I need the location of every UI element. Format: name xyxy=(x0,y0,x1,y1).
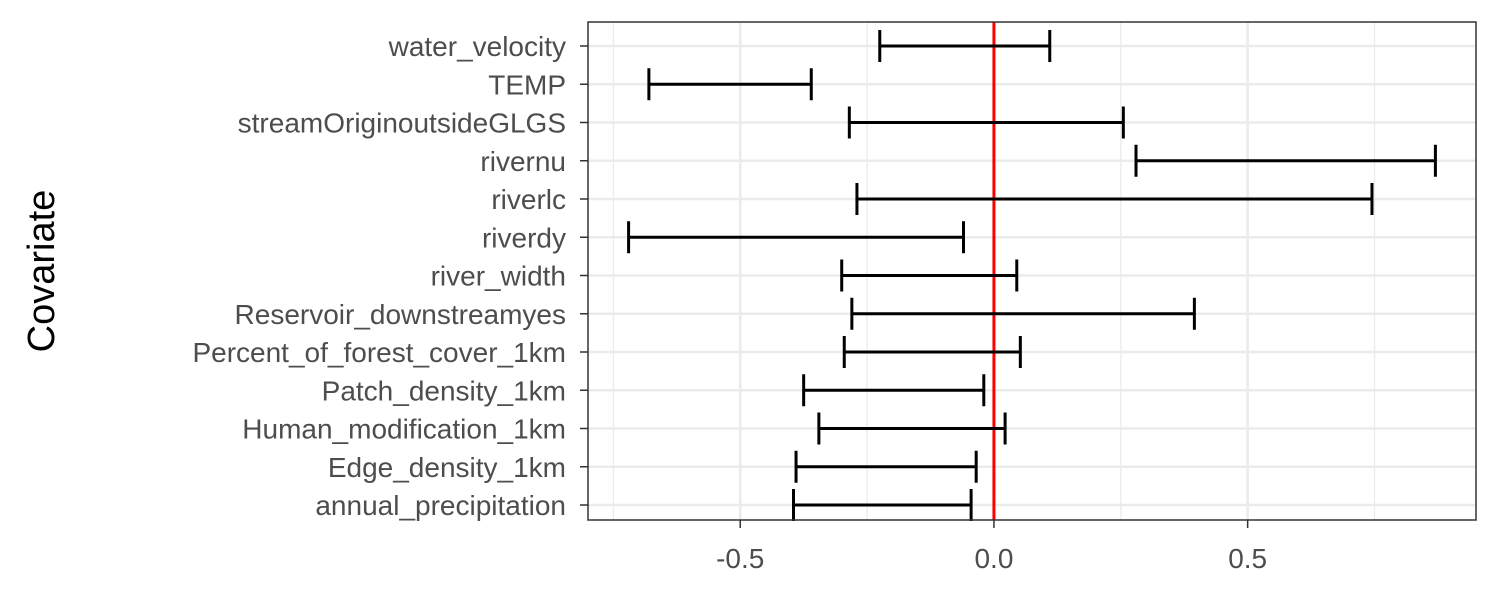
errorbar xyxy=(627,221,965,254)
y-tick-label: streamOriginoutsideGLGS xyxy=(238,108,566,139)
y-tick-label: Patch_density_1km xyxy=(322,375,566,406)
x-tick-label: -0.5 xyxy=(716,543,764,574)
errorbar xyxy=(847,106,1125,139)
panel-border xyxy=(587,21,1477,521)
y-tick-label: river_width xyxy=(431,261,566,292)
y-tick-label: Reservoir_downstreamyes xyxy=(235,299,566,330)
errorbar xyxy=(647,68,813,101)
y-tick-label: annual_precipitation xyxy=(315,490,566,521)
x-tick-label: 0.5 xyxy=(1228,543,1267,574)
errorbar xyxy=(794,450,978,483)
errorbar xyxy=(850,297,1196,330)
y-axis-title: Covariate xyxy=(21,190,63,353)
grid-layer xyxy=(588,22,1476,520)
errorbar xyxy=(1134,144,1437,177)
y-tick-label: Human_modification_1km xyxy=(242,414,566,445)
errorbar xyxy=(802,374,986,407)
y-tick-label: riverlc xyxy=(491,184,566,215)
y-tick-label: Edge_density_1km xyxy=(328,452,566,483)
y-tick-label: riverdy xyxy=(482,222,566,253)
errorbar xyxy=(817,412,1007,445)
errorbar xyxy=(792,489,973,521)
y-tick-label: rivernu xyxy=(480,146,566,177)
y-tick-label: Percent_of_forest_cover_1km xyxy=(192,337,566,368)
y-tick-label: water_velocity xyxy=(388,31,566,62)
errorbars-layer xyxy=(627,30,1437,521)
errorbar xyxy=(840,259,1019,292)
y-axis-ticks: water_velocity TEMP streamOriginoutsideGLG… xyxy=(192,31,588,521)
x-axis-ticks: -0.5 0.0 0.5 xyxy=(716,520,1267,574)
x-tick-label: 0.0 xyxy=(974,543,1013,574)
errorbar xyxy=(878,30,1052,62)
y-tick-label: TEMP xyxy=(488,69,566,100)
errorbar xyxy=(842,336,1022,368)
errorbar xyxy=(855,183,1374,215)
